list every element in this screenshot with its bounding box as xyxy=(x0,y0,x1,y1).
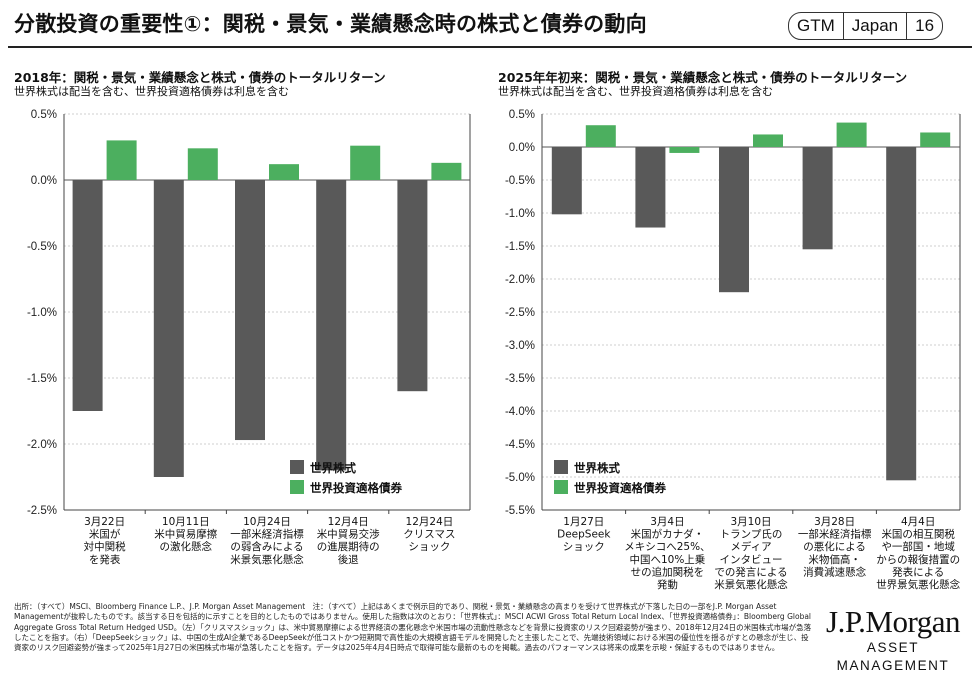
logo-subline: ASSET MANAGEMENT xyxy=(836,640,950,673)
stock-bar xyxy=(802,147,833,250)
y-tick-label: 0.0% xyxy=(31,175,57,187)
y-tick-label: -3.0% xyxy=(505,340,535,352)
legend-swatch xyxy=(290,480,304,494)
y-tick-label: -2.0% xyxy=(27,439,57,451)
y-tick-label: -1.5% xyxy=(505,241,535,253)
y-tick-label: 0.5% xyxy=(509,109,535,121)
stock-bar xyxy=(316,180,347,471)
stock-bar xyxy=(886,147,917,481)
y-tick-label: -1.0% xyxy=(27,307,57,319)
bond-bar xyxy=(753,134,783,147)
y-tick-label: -2.5% xyxy=(27,505,57,517)
legend-label: 世界株式 xyxy=(310,461,356,475)
x-category-label: 3月4日米国がカナダ・メキシコへ25%、中国へ10%上乗せの追加関税を発動 xyxy=(624,516,710,591)
bond-bar xyxy=(431,162,462,180)
x-category-label: 3月10日トランプ氏のメディアインタビューでの発言による米景気悪化懸念 xyxy=(714,516,788,591)
bond-bar xyxy=(187,148,218,180)
y-tick-label: -1.0% xyxy=(505,208,535,220)
footnote: 出所：（すべて）MSCI、Bloomberg Finance L.P.、J.P.… xyxy=(14,602,812,653)
y-tick-label: -4.5% xyxy=(505,439,535,451)
x-category-label: 3月22日米国が対中関税を発表 xyxy=(84,516,126,566)
bond-bar xyxy=(350,145,381,180)
legend-swatch xyxy=(290,460,304,474)
stock-bar xyxy=(72,180,103,411)
y-tick-label: -4.0% xyxy=(505,406,535,418)
y-tick-label: -3.5% xyxy=(505,373,535,385)
x-category-label: 12月4日米中貿易交渉の進展期待の後退 xyxy=(317,516,380,566)
gtm-tag: GTM Japan 16 xyxy=(788,12,944,40)
tag-gtm: GTM xyxy=(797,16,835,35)
y-tick-label: -0.5% xyxy=(27,241,57,253)
tag-page-number: 16 xyxy=(906,13,942,39)
left-chart-title: 2018年：関税・景気・業績懸念と株式・債券のトータルリターン xyxy=(14,70,386,85)
x-category-label: 10月24日一部米経済指標の弱含みによる米景気悪化懸念 xyxy=(230,516,304,566)
right-chart-title: 2025年年初来：関税・景気・業績懸念と株式・債券のトータルリターン xyxy=(498,70,908,85)
right-chart-subtitle: 世界株式は配当を含む、世界投資適格債券は利息を含む xyxy=(498,85,773,98)
bond-bar xyxy=(585,125,616,147)
bond-bar xyxy=(669,147,700,153)
legend-label: 世界投資適格債券 xyxy=(310,481,402,495)
logo-wordmark: J.P.Morgan xyxy=(826,604,960,639)
y-tick-label: -2.5% xyxy=(505,307,535,319)
bond-bar xyxy=(836,122,867,147)
x-category-label: 12月24日クリスマスショック xyxy=(403,516,455,553)
stock-bar xyxy=(397,180,428,392)
legend-swatch xyxy=(554,480,568,494)
x-category-label: 1月27日 DeepSeek ショック xyxy=(557,516,611,553)
y-tick-label: 0.0% xyxy=(509,142,535,154)
y-tick-label: 0.5% xyxy=(31,109,57,121)
stock-bar xyxy=(551,147,582,215)
stock-bar xyxy=(719,147,749,293)
page-title: 分散投資の重要性①：関税・景気・業績懸念時の株式と債券の動向 xyxy=(14,12,647,36)
x-category-label: 3月28日一部米経済指標の悪化による米物価高・消費減速懸念 xyxy=(798,516,872,578)
left-chart-subtitle: 世界株式は配当を含む、世界投資適格債券は利息を含む xyxy=(14,85,289,98)
stock-bar xyxy=(635,147,666,228)
y-tick-label: -1.5% xyxy=(27,373,57,385)
x-category-label: 10月11日米中貿易摩擦の激化懸念 xyxy=(154,516,217,553)
y-tick-label: -5.0% xyxy=(505,472,535,484)
stock-bar xyxy=(235,180,265,441)
legend-label: 世界投資適格債券 xyxy=(574,481,666,495)
bond-bar xyxy=(106,140,137,180)
legend-label: 世界株式 xyxy=(574,461,620,475)
y-tick-label: -0.5% xyxy=(505,175,535,187)
x-category-label: 4月4日米国の相互関税や一部国・地域からの報復措置の発表による世界景気悪化懸念 xyxy=(876,516,960,591)
y-tick-label: -5.5% xyxy=(505,505,535,517)
stock-bar xyxy=(153,180,184,477)
legend-swatch xyxy=(554,460,568,474)
header-rule xyxy=(8,46,972,48)
bond-bar xyxy=(920,132,951,147)
right-bar-chart: 0.5% 0.0% -0.5% -1.0% -1.5% -2.0% -2.5% -3.0% -3… xyxy=(505,109,961,591)
jpmorgan-logo: J.P.Morgan ASSET MANAGEMENT xyxy=(818,605,968,675)
y-tick-label: -2.0% xyxy=(505,274,535,286)
left-bar-chart: 0.5% 0.0% -0.5% -1.0% -1.5% -2.0% -2.5% 3月22日米国… xyxy=(27,109,471,566)
bond-bar xyxy=(269,164,299,180)
tag-japan: Japan xyxy=(842,13,906,39)
